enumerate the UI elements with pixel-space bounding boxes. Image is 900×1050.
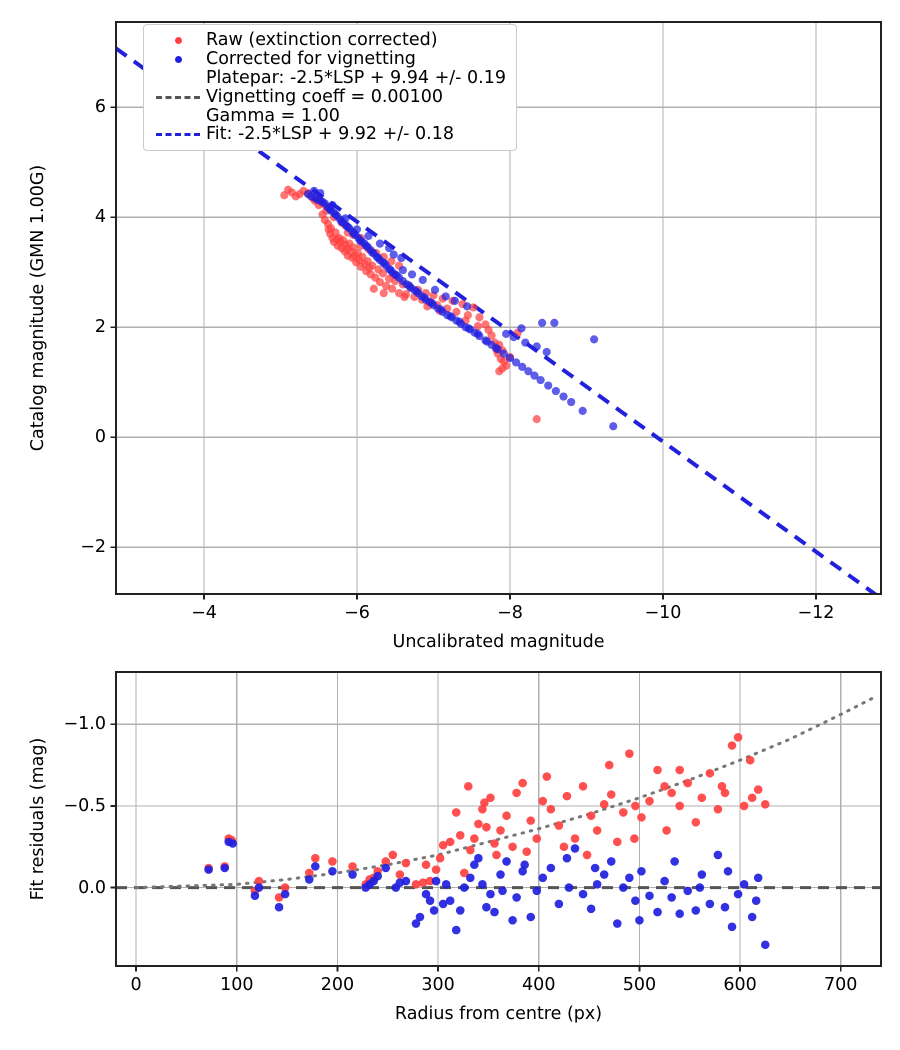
top-panel-y-tick-label: −2 (80, 537, 106, 558)
scatter-series (204, 837, 770, 950)
legend-label: Platepar: -2.5*LSP + 9.94 +/- 0.19 Vigne… (206, 67, 506, 126)
bottom-panel-x-tick-label: 100 (220, 975, 254, 995)
top-panel-x-tick-label: −4 (191, 603, 217, 623)
top-panel-y-axis-label: Catalog magnitude (GMN 1.00G) (28, 164, 48, 452)
bottom-panel-y-tick-label: −1.0 (63, 714, 107, 735)
bottom-panel-x-tick-label: 700 (824, 975, 858, 995)
legend-marker-icon (174, 36, 182, 44)
top-panel-y-tick-label: 4 (94, 207, 106, 228)
legend-label: Corrected for vignetting (206, 48, 416, 69)
legend-marker-icon (174, 55, 182, 63)
scatter-series (204, 733, 770, 902)
legend-label: Fit: -2.5*LSP + 9.92 +/- 0.18 (206, 124, 454, 145)
magnitude-calibration-panel: Catalog magnitude (GMN 1.00G) Uncalibrat… (28, 20, 883, 652)
bottom-panel-plot-area (110, 670, 883, 972)
scatter-series (303, 186, 618, 431)
legend-handle (152, 95, 204, 99)
legend-handle (152, 55, 204, 63)
legend-entry: Raw (extinction corrected) (152, 31, 506, 50)
legend-dashed-line-icon (156, 133, 200, 137)
legend-entry: Corrected for vignetting (152, 48, 506, 69)
top-panel-y-tick-label: 2 (94, 317, 106, 338)
top-panel-legend: Raw (extinction corrected) Corrected for … (143, 24, 517, 152)
bottom-panel-y-tick-label: 0.0 (78, 877, 106, 898)
legend-handle (152, 36, 204, 44)
top-panel-x-tick-label: −10 (644, 603, 682, 623)
bottom-panel-y-axis-label: Fit residuals (mag) (28, 737, 48, 901)
top-panel-x-axis-label: Uncalibrated magnitude (392, 632, 605, 652)
bottom-panel-x-tick-label: 0 (130, 975, 142, 995)
legend-handle (152, 133, 204, 137)
bottom-panel-x-tick-label: 400 (522, 975, 556, 995)
legend-dashed-line-icon (156, 95, 200, 99)
top-panel-y-tick-label: 6 (94, 97, 106, 118)
bottom-panel-x-axis-label: Radius from centre (px) (394, 1004, 603, 1024)
bottom-panel-x-tick-label: 500 (622, 975, 657, 995)
bottom-panel-x-tick-label: 200 (320, 975, 355, 995)
top-panel-x-tick-label: −8 (497, 603, 523, 623)
legend-entry: Fit: -2.5*LSP + 9.92 +/- 0.18 (152, 125, 506, 144)
legend-label: Raw (extinction corrected) (206, 30, 438, 50)
fit-residuals-panel: Fit residuals (mag) Radius from centre (… (0, 650, 900, 1050)
top-panel-x-tick-label: −12 (797, 603, 835, 623)
top-panel-y-tick-label: 0 (94, 427, 106, 448)
legend-entry: Platepar: -2.5*LSP + 9.94 +/- 0.19 Vigne… (152, 67, 506, 126)
bottom-panel-x-tick-label: 300 (421, 975, 455, 995)
bottom-panel-y-tick-label: −0.5 (63, 795, 107, 816)
top-panel-x-tick-label: −6 (344, 603, 370, 623)
bottom-panel-x-tick-label: 600 (723, 975, 757, 995)
